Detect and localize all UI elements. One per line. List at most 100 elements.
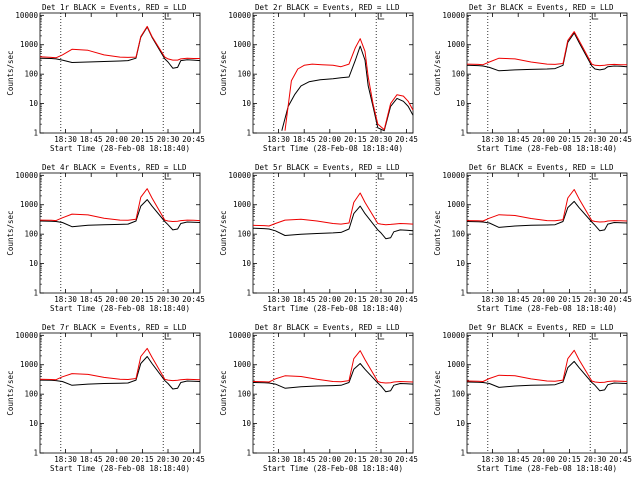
xtick-label: 20:30	[370, 295, 393, 304]
xtick-label: 20:45	[395, 295, 418, 304]
x-axis-label: Start Time (28-Feb-08 18:18:40)	[50, 144, 190, 153]
ytick-label: 1	[33, 449, 38, 458]
panel-det-2r: Det 2r BLACK = Events, RED = LLD 1 10 100 10…	[219, 3, 418, 153]
xtick-label: 20:45	[609, 135, 632, 144]
xtick-label: 20:30	[584, 135, 607, 144]
ytick-label: 10	[29, 259, 39, 268]
xtick-label: 20:15	[131, 295, 154, 304]
ytick-label: 1	[246, 449, 251, 458]
y-axis-label: Counts/sec	[219, 210, 228, 255]
bracket-marker	[377, 333, 385, 340]
series-line-events	[252, 205, 414, 240]
ytick-label: 100	[451, 70, 465, 79]
ytick-label: 1	[460, 289, 465, 298]
series-line-events	[252, 363, 414, 393]
ytick-label: 100	[24, 230, 38, 239]
xtick-label: 20:30	[157, 455, 180, 464]
ytick-label: 10000	[15, 11, 38, 20]
xtick-label: 18:45	[507, 135, 530, 144]
xtick-label: 18:45	[293, 295, 316, 304]
ytick-label: 10	[456, 99, 466, 108]
ytick-label: 1000	[447, 40, 466, 49]
panel-det-3r: Det 3r BLACK = Events, RED = LLD 1 10 100 10…	[433, 3, 632, 153]
xtick-label: 20:45	[395, 455, 418, 464]
ytick-label: 1	[33, 129, 38, 138]
bracket-marker	[377, 13, 385, 20]
xtick-label: 20:15	[558, 455, 581, 464]
y-axis-label: Counts/sec	[219, 50, 228, 95]
panel-title: Det 1r BLACK = Events, RED = LLD	[42, 3, 187, 12]
xtick-label: 18:30	[481, 135, 504, 144]
xtick-label: 20:30	[370, 455, 393, 464]
xtick-label: 20:00	[319, 455, 342, 464]
y-axis-label: Counts/sec	[219, 370, 228, 415]
ytick-label: 10	[29, 419, 39, 428]
xtick-label: 18:30	[54, 135, 77, 144]
panel-title: Det 9r BLACK = Events, RED = LLD	[469, 323, 614, 332]
bracket-marker	[377, 173, 385, 180]
xtick-label: 20:00	[106, 295, 129, 304]
series-line-events	[39, 199, 201, 231]
plot-frame	[466, 12, 628, 134]
xtick-label: 20:15	[131, 135, 154, 144]
ytick-label: 1000	[447, 360, 466, 369]
panel-title: Det 3r BLACK = Events, RED = LLD	[469, 3, 614, 12]
series-line-lld	[39, 25, 200, 61]
xtick-label: 20:00	[106, 455, 129, 464]
x-axis-label: Start Time (28-Feb-08 18:18:40)	[50, 464, 190, 473]
xtick-label: 20:15	[344, 135, 367, 144]
ytick-label: 1	[460, 129, 465, 138]
ytick-label: 1000	[20, 360, 39, 369]
series-line-lld	[252, 192, 414, 227]
ytick-label: 100	[24, 390, 38, 399]
xtick-label: 20:30	[584, 455, 607, 464]
xtick-label: 18:45	[507, 295, 530, 304]
series-line-events	[466, 200, 628, 232]
ytick-label: 100	[451, 390, 465, 399]
xtick-label: 18:45	[80, 295, 103, 304]
ytick-label: 1	[246, 129, 251, 138]
xtick-label: 20:30	[584, 295, 607, 304]
y-axis-label: Counts/sec	[433, 370, 442, 415]
ytick-label: 10000	[442, 11, 465, 20]
ytick-label: 10	[242, 419, 252, 428]
ytick-label: 10	[456, 259, 466, 268]
plot-frame	[39, 172, 201, 294]
xtick-label: 18:45	[80, 455, 103, 464]
xtick-label: 20:00	[533, 455, 556, 464]
panel-det-7r: Det 7r BLACK = Events, RED = LLD 1 10 100 10…	[6, 323, 205, 473]
plot-frame	[39, 332, 201, 454]
ytick-label: 1000	[20, 40, 39, 49]
ytick-label: 100	[24, 70, 38, 79]
x-axis-label: Start Time (28-Feb-08 18:18:40)	[477, 464, 617, 473]
series-line-lld	[466, 189, 628, 223]
xtick-label: 20:45	[182, 135, 205, 144]
panel-det-5r: Det 5r BLACK = Events, RED = LLD 1 10 100 10…	[219, 163, 418, 313]
series-line-lld	[39, 188, 201, 222]
ytick-label: 1000	[20, 200, 39, 209]
ytick-label: 10000	[228, 171, 251, 180]
series-line-events	[39, 356, 201, 390]
xtick-label: 18:45	[293, 135, 316, 144]
xtick-label: 20:30	[157, 295, 180, 304]
bracket-marker	[591, 333, 599, 340]
xtick-label: 20:45	[395, 135, 418, 144]
series-line-lld	[466, 31, 627, 67]
panel-det-4r: Det 4r BLACK = Events, RED = LLD 1 10 100 10…	[6, 163, 205, 313]
xtick-label: 18:30	[481, 455, 504, 464]
ytick-label: 100	[237, 390, 251, 399]
ytick-label: 100	[451, 230, 465, 239]
x-axis-label: Start Time (28-Feb-08 18:18:40)	[50, 304, 190, 313]
series-line-events	[466, 360, 628, 392]
y-axis-label: Counts/sec	[433, 210, 442, 255]
xtick-label: 20:15	[558, 295, 581, 304]
bracket-marker	[591, 13, 599, 20]
ytick-label: 1000	[233, 40, 252, 49]
xtick-label: 20:45	[609, 295, 632, 304]
plot-frame	[39, 12, 201, 134]
series-line-lld	[252, 350, 414, 384]
xtick-label: 18:30	[54, 455, 77, 464]
ytick-label: 1	[246, 289, 251, 298]
xtick-label: 18:30	[267, 295, 290, 304]
